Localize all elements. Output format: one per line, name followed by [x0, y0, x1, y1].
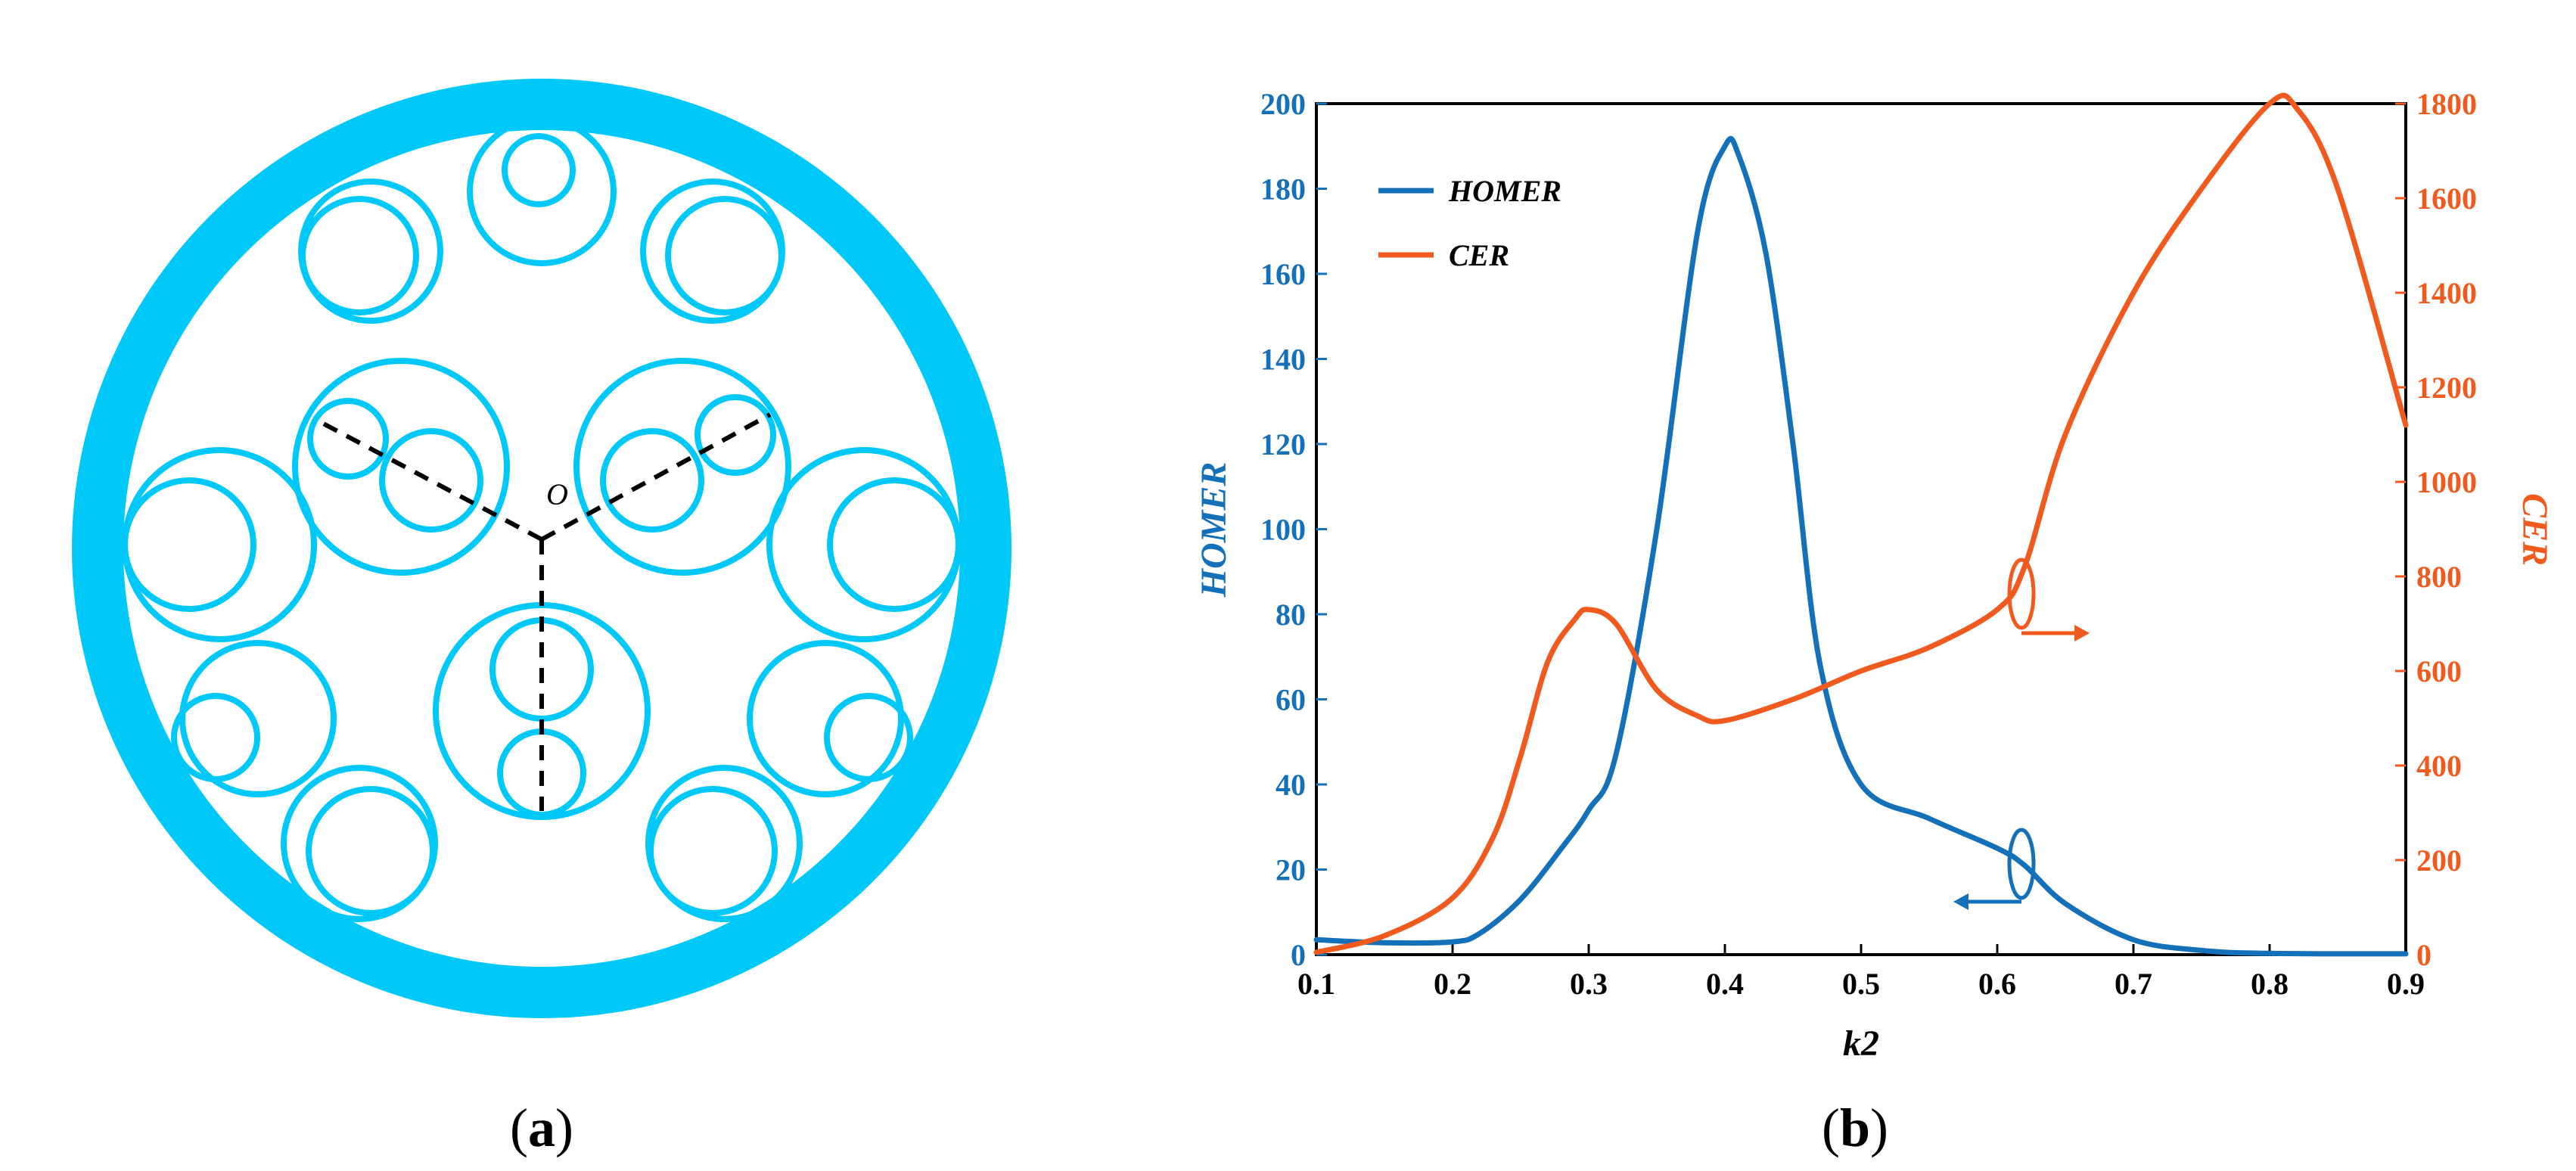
y-right-axis-label: CER [2515, 493, 2555, 566]
ring-14 [122, 477, 256, 612]
y-right-tick-label: 200 [2416, 843, 2462, 877]
caption-a-open: ( [510, 1098, 528, 1158]
ring-2 [502, 133, 576, 207]
y-left-tick-label: 60 [1276, 683, 1306, 717]
y-right-tick-label: 1600 [2416, 182, 2477, 216]
x-axis-ticks: 0.1 0.2 0.3 0.4 0.5 0.6 0.7 0.8 0.9 [1297, 944, 2425, 1001]
ring-11 [694, 394, 776, 476]
y-left-tick-label: 120 [1260, 427, 1306, 461]
legend-label-homer: HOMER [1448, 174, 1561, 208]
y-right-axis-ticks: 0 200 400 600 800 1000 1200 1400 1600 1800 [2395, 87, 2477, 972]
cer-axis-pointer [2007, 558, 2090, 641]
homer-pointer-loop [2007, 828, 2036, 900]
y-right-tick-label: 0 [2416, 938, 2432, 972]
caption-b-letter: b [1840, 1098, 1870, 1158]
y-right-tick-label: 1000 [2416, 465, 2477, 499]
y-right-tick-label: 1200 [2416, 371, 2477, 405]
x-tick-label: 0.8 [2251, 967, 2289, 1001]
ring-10 [573, 358, 791, 576]
dashed-radius-left [315, 418, 543, 542]
y-left-tick-label: 0 [1291, 938, 1306, 972]
x-tick-label: 0.6 [1978, 967, 2016, 1001]
y-left-tick-label: 40 [1276, 768, 1306, 802]
ring-group [122, 116, 962, 922]
y-right-tick-label: 400 [2416, 749, 2462, 783]
y-left-tick-label: 200 [1260, 87, 1306, 121]
dashed-radii [315, 412, 772, 811]
y-right-tick-label: 800 [2416, 560, 2462, 594]
x-tick-label: 0.2 [1434, 967, 1471, 1001]
y-left-tick-label: 140 [1260, 343, 1306, 377]
x-axis-label: k2 [1843, 1023, 1879, 1064]
series-lines [1313, 92, 2409, 957]
x-tick-label: 0.5 [1842, 967, 1880, 1001]
y-right-tick-label: 1400 [2416, 276, 2477, 310]
panel-a-diagram: O [72, 79, 1011, 1018]
x-tick-label: 0.4 [1706, 967, 1744, 1001]
ring-1 [467, 116, 617, 266]
x-tick-label: 0.9 [2387, 967, 2425, 1001]
caption-b-close: ) [1870, 1098, 1888, 1158]
caption-a: (a) [510, 1098, 573, 1158]
y-left-tick-label: 100 [1260, 513, 1306, 547]
ring-18 [171, 693, 260, 782]
homer-axis-pointer [1953, 828, 2036, 910]
series-line-cer [1313, 92, 2409, 955]
x-tick-label: 0.3 [1570, 967, 1608, 1001]
series-line-homer [1313, 135, 2409, 957]
y-left-tick-label: 180 [1260, 172, 1306, 207]
cer-pointer-loop [2007, 558, 2036, 630]
ring-8 [307, 398, 389, 480]
ring-6 [665, 196, 785, 315]
legend-label-cer: CER [1449, 238, 1509, 272]
caption-b: (b) [1822, 1098, 1888, 1158]
legend: HOMER CER [1378, 174, 1561, 272]
dashed-radius-right [540, 412, 772, 542]
ring-16 [827, 477, 962, 612]
y-right-tick-label: 600 [2416, 654, 2462, 688]
cer-pointer-arrowhead [2074, 625, 2090, 641]
center-label-o: O [546, 477, 568, 511]
caption-a-letter: a [528, 1098, 555, 1158]
ring-20 [824, 693, 913, 782]
ring-9 [379, 428, 483, 533]
ring-25 [306, 786, 436, 916]
caption-a-close: ) [555, 1098, 573, 1158]
y-left-axis-ticks: 0 20 40 60 80 100 120 140 160 180 200 [1260, 87, 1327, 972]
y-left-tick-label: 20 [1276, 853, 1306, 887]
homer-pointer-arrowhead [1953, 893, 1969, 910]
plot-frame [1315, 102, 2407, 956]
y-left-axis-label: HOMER [1194, 462, 1234, 598]
panel-b-chart: 0.1 0.2 0.3 0.4 0.5 0.6 0.7 0.8 0.9 0 20 40 60 80 100… [1194, 87, 2555, 1064]
x-tick-label: 0.1 [1297, 967, 1335, 1001]
y-left-tick-label: 80 [1276, 598, 1306, 632]
y-right-tick-label: 1800 [2416, 87, 2477, 121]
ring-7 [292, 358, 510, 576]
x-tick-label: 0.7 [2115, 967, 2152, 1001]
ring-17 [179, 640, 337, 797]
ring-4 [300, 196, 419, 315]
y-left-tick-label: 160 [1260, 257, 1306, 291]
ring-27 [648, 786, 778, 916]
ring-19 [747, 640, 904, 797]
ring-12 [600, 428, 704, 533]
caption-b-open: ( [1822, 1098, 1840, 1158]
